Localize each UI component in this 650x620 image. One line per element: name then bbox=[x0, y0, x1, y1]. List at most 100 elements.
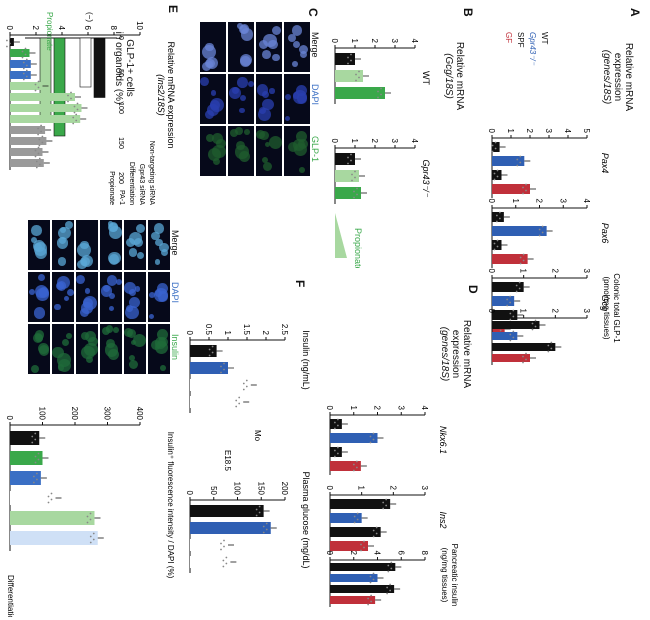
panel-c-image bbox=[228, 126, 254, 176]
panel-e-mrna-point bbox=[37, 146, 40, 149]
panel-e-cell bbox=[113, 327, 119, 333]
panel-e-mrna-point bbox=[75, 113, 78, 116]
panel-e-mrna-point bbox=[37, 127, 39, 130]
panel-a-pax4-point bbox=[493, 178, 496, 181]
panel-b-ko-tick-label: 4 bbox=[410, 139, 419, 144]
panel-d-nkx61-tick-label: 0 bbox=[325, 406, 334, 411]
panel-a-pax4-point bbox=[491, 144, 494, 147]
panel-e-cell bbox=[132, 333, 146, 347]
panel-d-ins2-point bbox=[382, 507, 385, 510]
panel-d-nkx61-point bbox=[355, 466, 358, 469]
panel-d-gene-label: Ins2 bbox=[438, 511, 448, 528]
panel-c-cell bbox=[247, 81, 254, 88]
panel-d-insulin-point bbox=[390, 567, 393, 570]
panel-c-cell bbox=[238, 24, 249, 34]
panel-d-insulin-tick-label: 6 bbox=[396, 551, 405, 556]
panel-e-fl-title: Insulin⁺ fluorescence intensity / DAPI (… bbox=[166, 432, 175, 579]
panel-b-ko-point bbox=[351, 173, 353, 176]
panel-e-cell bbox=[57, 364, 65, 371]
panel-c-cell bbox=[268, 39, 278, 50]
panel-e-cell bbox=[31, 225, 42, 236]
panel-b-propionate: Propionate bbox=[353, 228, 363, 268]
panel-d-nkx61-bar bbox=[330, 461, 361, 471]
panel-e-mrna-point bbox=[22, 61, 25, 64]
panel-e-mrna-point bbox=[40, 124, 42, 127]
panel-f-insulin-point bbox=[208, 348, 211, 351]
panel-b-ko-point bbox=[351, 179, 353, 182]
panel-e-mrna-point bbox=[37, 133, 39, 136]
panel-a-glp1-point bbox=[531, 328, 534, 331]
panel-f-charts: Insulin (ng/mL) 0 0.5 1 1.5 2 2.5 Plasma glucos… bbox=[185, 324, 311, 573]
panel-d-nkx61-point bbox=[336, 418, 339, 421]
panel-e-cell bbox=[108, 222, 118, 232]
panel-e-mrna-bar bbox=[10, 148, 43, 156]
panel-a-pax6-point bbox=[541, 225, 544, 228]
panel-b-wt-bar bbox=[335, 70, 363, 82]
panel-a-pax6-point bbox=[498, 217, 501, 220]
panel-f-glucose-bar bbox=[190, 539, 228, 551]
panel-c-cell bbox=[292, 60, 299, 67]
panel-e-mrna-point bbox=[75, 119, 78, 122]
panel-c-cell bbox=[284, 115, 291, 122]
panel-e-mrna-point bbox=[8, 42, 11, 45]
panel-c-cell bbox=[239, 95, 246, 101]
panel-a-gcg-tick-label: 0 bbox=[487, 269, 496, 274]
panel-b-wt-point bbox=[355, 73, 357, 76]
panel-e-mrna-point bbox=[76, 102, 79, 105]
panel-e-mrna-point bbox=[67, 94, 69, 97]
panel-f-glucose-point bbox=[223, 539, 225, 542]
panel-e-fl-point bbox=[47, 501, 50, 504]
panel-d-nkx61-point bbox=[352, 469, 355, 472]
panel-e-mrna-point bbox=[34, 89, 37, 92]
panel-c-cell bbox=[200, 77, 210, 87]
panel-a-pax6-point bbox=[498, 211, 501, 214]
panel-d-nkx61-point bbox=[369, 441, 372, 444]
panel-d-nkx61-bar bbox=[330, 447, 342, 457]
panel-a-pax6-point bbox=[541, 231, 544, 234]
panel-c-cell bbox=[295, 131, 307, 143]
panel-e-fl-point bbox=[92, 532, 95, 535]
panel-a-glp1-tick-label: 0 bbox=[487, 309, 496, 314]
panel-d-insulin-tick-label: 4 bbox=[373, 551, 382, 556]
panel-f-glucose-point bbox=[223, 545, 225, 548]
panel-d-nkx61-tick-label: 4 bbox=[420, 406, 429, 411]
panel-d-ins2-bar bbox=[329, 499, 391, 509]
panel-b-genotype-wt: WT bbox=[421, 71, 431, 85]
panel-d-insulin-point bbox=[389, 589, 392, 592]
panel-e-mrna-bar bbox=[10, 82, 43, 90]
panel-f-insulin-bar bbox=[190, 379, 251, 391]
panel-a-pax4-tick-label: 3 bbox=[544, 129, 553, 134]
panel-a-pax6-point bbox=[496, 245, 499, 248]
panel-c-image bbox=[284, 126, 310, 176]
panel-e-fl-point bbox=[35, 478, 38, 481]
panel-a-pax4-point bbox=[516, 158, 519, 161]
panel-f-glucose-point bbox=[258, 505, 261, 508]
panel-f-insulin-tick-label: 0.5 bbox=[204, 324, 213, 336]
panel-d-insulin-bar bbox=[330, 585, 395, 593]
panel-c-cell bbox=[291, 24, 303, 36]
panel-d-insulin-point bbox=[389, 583, 392, 586]
panel-e-mrna-point bbox=[25, 64, 28, 67]
panel-b-wt-bar bbox=[335, 53, 355, 65]
panel-e-mrna-bar bbox=[9, 38, 14, 46]
panel-f-insulin-tick-label: 2 bbox=[261, 331, 270, 336]
panel-f-insulin-bar bbox=[190, 362, 228, 374]
panel-d-gene-label: Nkx6.1 bbox=[438, 426, 448, 454]
panel-e-cell bbox=[153, 222, 165, 234]
panel-b-ko-point bbox=[356, 187, 358, 190]
panel-e-mrna-tick-label: 4 bbox=[57, 26, 66, 31]
panel-d-insulin-point bbox=[369, 581, 372, 584]
panel-b-wt-tick-label: 1 bbox=[350, 39, 359, 44]
panel-a-glp1-point bbox=[550, 347, 553, 350]
panel-a-glp1-point bbox=[509, 333, 512, 336]
panel-a-glp1-bar bbox=[492, 321, 540, 329]
panel-b-wt-point bbox=[377, 90, 379, 93]
panel-f-insulin-point bbox=[242, 388, 245, 391]
panel-e-cell bbox=[34, 284, 48, 298]
panel-a-pax6-point bbox=[538, 228, 541, 231]
panel-e-mrna-point bbox=[22, 67, 25, 70]
panel-e-mrna-point bbox=[34, 83, 37, 86]
panel-a-gcg-point bbox=[512, 309, 515, 312]
panel-e-cell bbox=[54, 303, 61, 311]
